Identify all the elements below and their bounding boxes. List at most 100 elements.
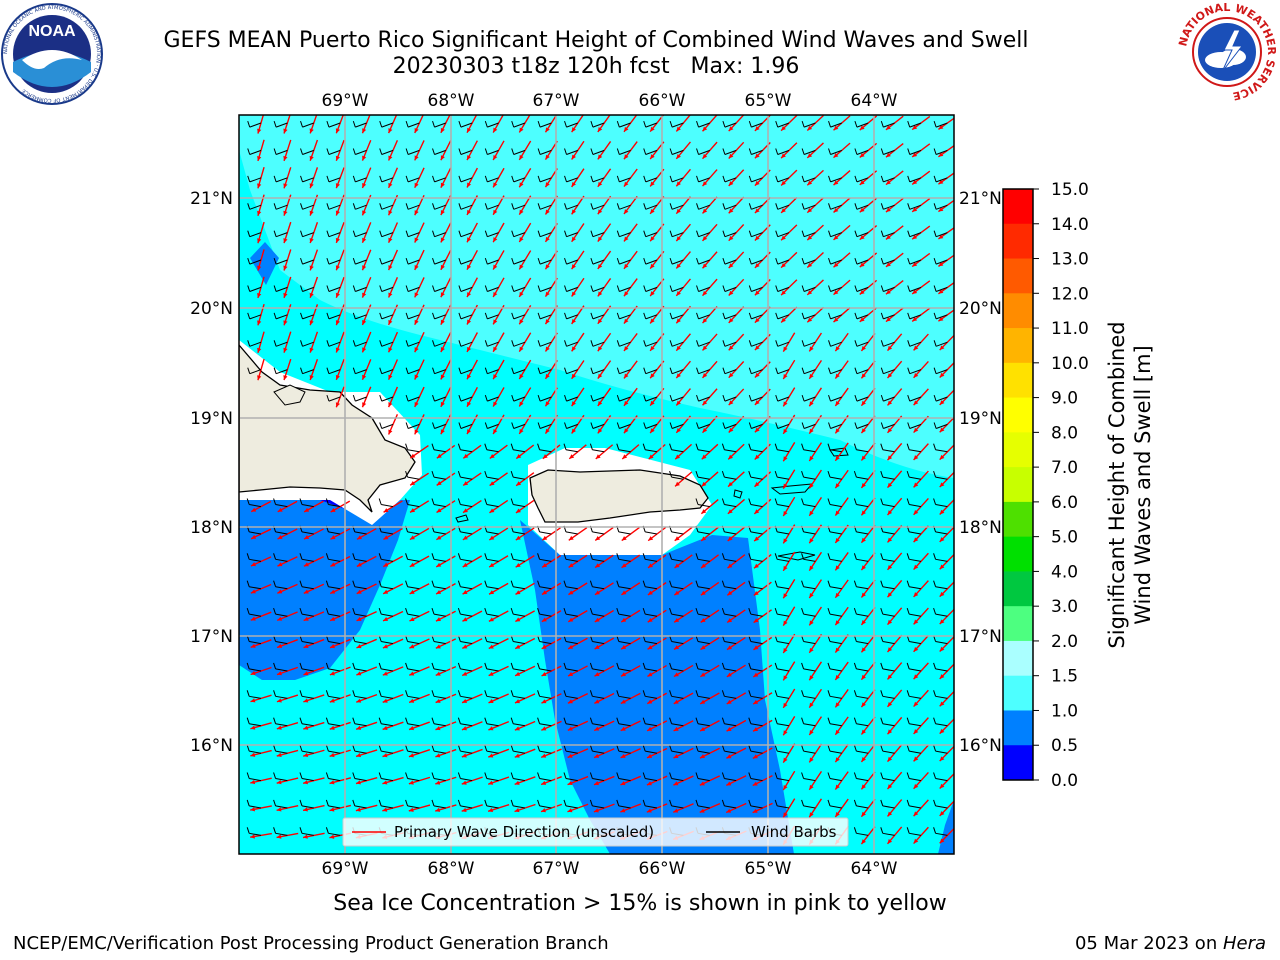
wind-barb [275,586,288,590]
wave-arrow-head [335,183,340,189]
wave-arrow-head [859,207,865,213]
wind-barb [856,504,869,508]
wave-arrow-head [514,780,520,785]
wind-barb [750,695,763,699]
wind-barb-flag [405,257,409,265]
wind-barb-flag [642,690,646,697]
wind-barb-flag [907,394,911,402]
colorbar-frame [1002,188,1034,781]
wind-barb-flag [774,470,778,478]
wind-barb-flag [273,827,277,834]
wind-barb [909,122,922,128]
wind-barb-flag [405,148,409,155]
wave-arrow-head [885,262,891,267]
wave-arrow-head [938,207,944,212]
wave-arrow-head [650,181,655,187]
wind-barb [724,259,737,265]
wind-barb-flag [352,148,356,155]
wind-barb [856,613,869,617]
wind-barb-flag [853,744,857,752]
wind-barb-flag [616,120,620,128]
wind-barb [698,396,710,402]
wind-barb [407,613,420,617]
wind-barb-flag [907,285,911,292]
wave-arrow-head [440,182,445,188]
wind-barb [618,613,631,617]
wave-arrow-head [303,834,308,839]
wave-arrow-head [673,726,679,731]
wind-barb-flag [933,717,937,724]
wave-arrow-head [807,153,813,158]
wave-arrow-head [623,346,629,351]
wave-arrow-head [541,726,547,731]
wind-barb-flag [431,662,435,670]
wave-arrow-head [807,125,813,131]
wind-barb [935,204,948,210]
wind-barb [433,695,446,699]
wave-arrow-head [303,752,309,758]
wind-barb [803,232,816,238]
wind-barb [935,805,948,809]
wave-arrow-head [515,617,521,622]
wind-barb-flag [405,717,409,724]
wind-barb [645,396,658,402]
wind-barb [592,314,605,320]
wave-arrow-head [939,427,945,433]
wave-arrow-head [912,316,918,322]
wave-arrow-head [519,237,524,243]
wind-barb-flag [325,717,329,724]
wind-barb-flag [801,580,805,587]
wave-arrow-head [807,180,813,186]
wind-barb-flag [273,498,277,505]
wave-arrow-head [887,510,893,516]
wave-arrow-head [250,752,256,757]
wind-barb-flag [589,443,593,450]
wave-arrow-head [783,812,788,818]
wave-arrow-head [728,400,734,406]
wave-arrow-head [488,699,494,704]
wave-arrow-head [702,318,708,324]
colorbar-band [1003,397,1033,433]
wind-barb [882,750,895,754]
wave-arrow-head [414,319,419,325]
wind-barb-flag [405,662,409,670]
wind-barb [565,531,578,535]
wind-barb-flag [774,498,778,505]
wave-arrow-head [515,562,521,568]
wind-barb [856,396,869,402]
wind-barb-flag [669,175,673,183]
wind-barb [671,750,684,754]
wave-arrow-head [335,210,340,216]
wind-barb [698,177,710,183]
wind-barb [328,396,341,402]
wind-barb-flag [458,367,462,374]
wind-barb-flag [933,175,937,183]
lat-label: 21°N [190,189,233,209]
wind-barb-flag [537,662,541,670]
wave-arrow-head [435,671,441,676]
wave-arrow-head [621,563,627,568]
wind-barb [566,232,578,238]
wind-barb-flag [775,175,779,183]
wind-barb-flag [721,607,725,615]
wave-arrow-head [754,536,760,542]
wind-barb [883,286,895,292]
wave-arrow-head [309,292,314,298]
wave-arrow-head [939,345,945,351]
wave-arrow-head [727,618,733,623]
wind-barb-flag [432,203,435,210]
wind-barb [592,204,605,210]
wave-arrow-head [568,535,574,541]
wind-barb-flag [748,580,752,587]
wind-barb-flag [748,312,752,320]
wind-barb-flag [564,120,567,128]
wind-barb [883,396,895,402]
colorbar-label-line2: Wind Waves and Swell [m] [1131,345,1155,625]
wind-barb-flag [616,607,620,615]
wind-barb-flag [696,422,699,429]
wave-arrow-head [414,155,419,161]
wind-barb [724,369,737,375]
wind-barb [460,122,473,128]
wave-arrow-head [362,155,367,161]
wind-barb [698,314,710,320]
